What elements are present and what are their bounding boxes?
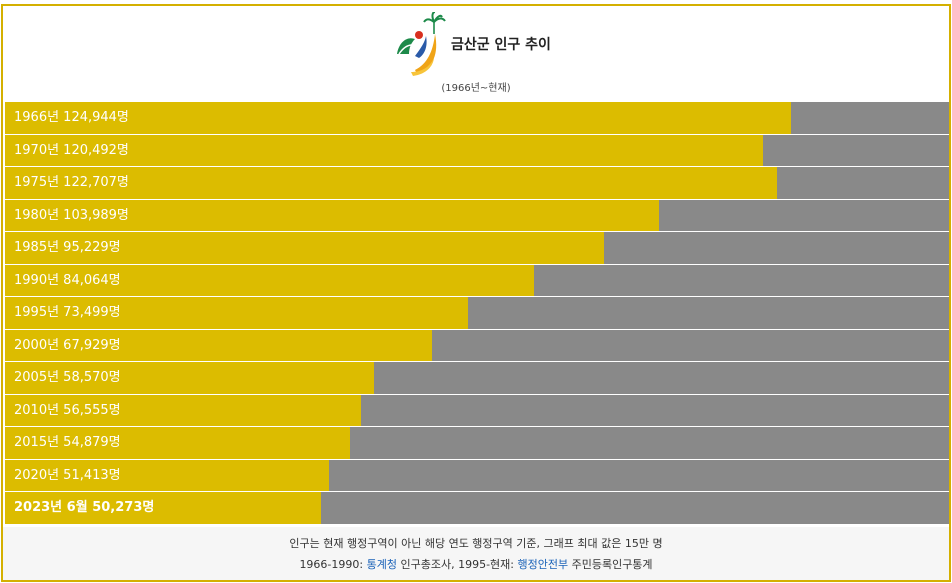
bar-label-2015: 2015년 54,879명 <box>14 435 121 450</box>
bar-fill-2020 <box>5 459 329 491</box>
bar-label-1970: 1970년 120,492명 <box>14 142 129 158</box>
bar-list: 1966년 124,944명 1970년 120,492명 1975년 122,70… <box>5 102 949 525</box>
bar-label-1966: 1966년 124,944명 <box>14 110 129 125</box>
bar-label-2000: 2000년 67,929명 <box>14 337 121 353</box>
chart-header: 금산군 인구 추이 (1966년~현재) <box>3 6 949 102</box>
bar-row-1995: 1995년 73,499명 <box>5 297 949 330</box>
bar-row-2020: 2020년 51,413명 <box>5 459 949 492</box>
bar-row-1980: 1980년 103,989명 <box>5 199 949 232</box>
bar-fill-2010 <box>5 394 361 426</box>
bar-label-1995: 1995년 73,499명 <box>14 305 121 320</box>
footer-note: 인구는 현재 행정구역이 아닌 해당 연도 행정구역 기준, 그래프 최대 값은… <box>289 537 663 550</box>
bar-fill-1995 <box>5 297 468 329</box>
bar-label-1975: 1975년 122,707명 <box>14 175 129 190</box>
bar-row-2010: 2010년 56,555명 <box>5 394 949 427</box>
bar-row-1985: 1985년 95,229명 <box>5 232 949 265</box>
geumsan-county-logo <box>397 12 446 76</box>
bar-row-1990: 1990년 84,064명 <box>5 264 949 297</box>
bar-label-2023: 2023년 6월 50,273명 <box>14 500 155 515</box>
bar-fill-1966 <box>5 102 792 134</box>
bar-label-1985: 1985년 95,229명 <box>14 240 121 255</box>
chart-title: 금산군 인구 추이 <box>451 37 551 53</box>
source-middle: 인구총조사, 1995-현재: <box>396 558 518 571</box>
bar-label-2020: 2020년 51,413명 <box>14 467 121 483</box>
bar-fill-2000 <box>5 329 433 361</box>
source-link-ministry-interior[interactable]: 행정안전부 <box>517 558 569 571</box>
chart-footer: 인구는 현재 행정구역이 아닌 해당 연도 행정구역 기준, 그래프 최대 값은… <box>3 527 949 580</box>
bar-label-2010: 2010년 56,555명 <box>14 402 121 418</box>
source-suffix: 주민등록인구통계 <box>568 558 653 571</box>
bar-row-2005: 2005년 58,570명 <box>5 362 949 395</box>
bar-label-1990: 1990년 84,064명 <box>14 272 121 288</box>
bar-row-2015: 2015년 54,879명 <box>5 427 949 460</box>
bar-fill-1975 <box>5 167 778 199</box>
chart-subtitle: (1966년~현재) <box>441 83 511 94</box>
bar-row-2023: 2023년 6월 50,273명 <box>5 492 949 525</box>
bar-row-1970: 1970년 120,492명 <box>5 134 949 167</box>
bar-label-2005: 2005년 58,570명 <box>14 370 121 385</box>
footer-sources: 1966-1990: 통계청 인구총조사, 1995-현재: 행정안전부 주민등… <box>3 556 949 572</box>
bar-fill-1985 <box>5 232 605 264</box>
bar-row-2000: 2000년 67,929명 <box>5 329 949 362</box>
source-link-statistics-korea[interactable]: 통계청 <box>366 558 397 571</box>
source-prefix: 1966-1990: <box>299 558 367 571</box>
bar-fill-2023 <box>5 492 322 524</box>
bar-row-1966: 1966년 124,944명 <box>5 102 949 135</box>
bar-fill-2005 <box>5 362 374 394</box>
bar-fill-2015 <box>5 427 351 459</box>
bar-fill-1980 <box>5 199 660 231</box>
bar-label-1980: 1980년 103,989명 <box>14 207 129 223</box>
chart-frame: 금산군 인구 추이 (1966년~현재) 1966년 124,944명 1970년… <box>1 4 951 582</box>
bar-row-1975: 1975년 122,707명 <box>5 167 949 200</box>
bar-fill-1970 <box>5 134 764 166</box>
bar-fill-1990 <box>5 264 535 296</box>
